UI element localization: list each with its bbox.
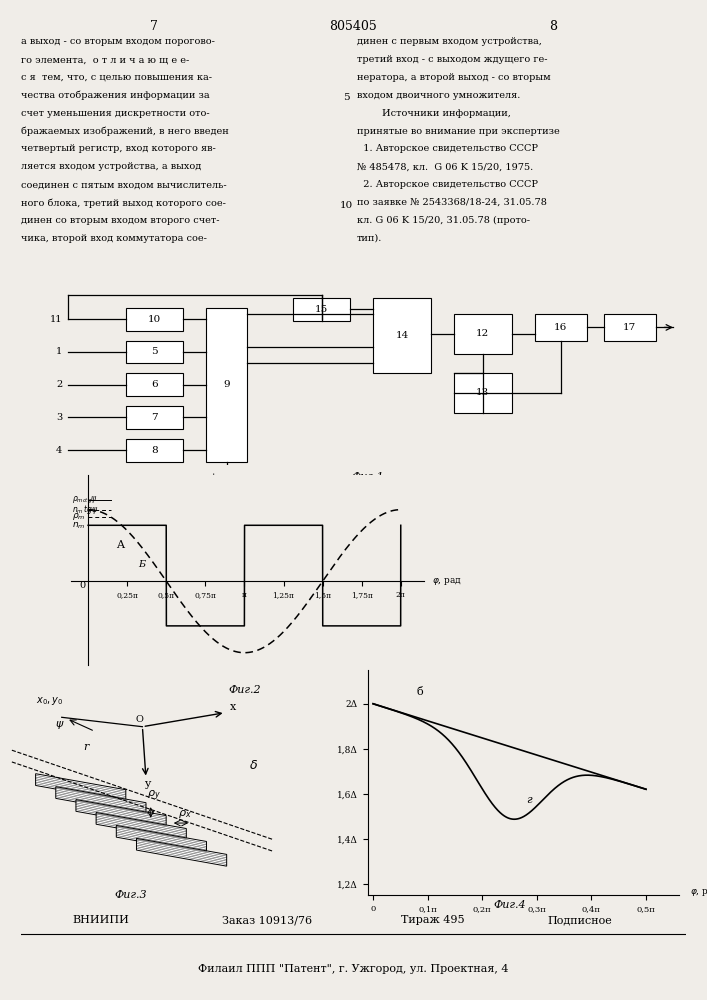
Text: 805405: 805405 [329,20,378,33]
Text: № 485478, кл.  G 06 K 15/20, 1975.: № 485478, кл. G 06 K 15/20, 1975. [357,162,533,171]
Bar [373,298,431,373]
Text: 8: 8 [549,20,557,33]
Bar [126,439,183,462]
Text: 11: 11 [49,315,62,324]
Text: ного блока, третий выход которого сое-: ного блока, третий выход которого сое- [21,198,226,208]
Bar [604,314,655,341]
Text: r: r [83,742,88,752]
Text: соединен с пятым входом вычислитель-: соединен с пятым входом вычислитель- [21,180,227,189]
Polygon shape [56,787,146,814]
Text: с я  тем, что, с целью повышения ка-: с я тем, что, с целью повышения ка- [21,73,212,82]
Text: 4: 4 [56,446,62,455]
Text: нератора, а второй выход - со вторым: нератора, а второй выход - со вторым [357,73,551,82]
Text: Заказ 10913/76: Заказ 10913/76 [222,915,312,925]
Text: б: б [416,687,423,697]
Text: принятые во внимание при экспертизе: принятые во внимание при экспертизе [357,127,559,136]
Text: го элемента,  о т л и ч а ю щ е е-: го элемента, о т л и ч а ю щ е е- [21,55,189,64]
Text: 6: 6 [151,380,158,389]
Text: $\downarrow\!\rho_{mcta\psi}$: $\downarrow\!\rho_{mcta\psi}$ [208,472,245,485]
Text: бражаемых изображений, в него введен: бражаемых изображений, в него введен [21,127,229,136]
Text: третий вход - с выходом ждущего ге-: третий вход - с выходом ждущего ге- [357,55,547,64]
Text: кл. G 06 K 15/20, 31.05.78 (прото-: кл. G 06 K 15/20, 31.05.78 (прото- [357,216,530,225]
Text: 12: 12 [477,329,489,338]
Text: y: y [144,779,150,789]
Text: $\psi$: $\psi$ [54,719,64,731]
Text: ВНИИПИ: ВНИИПИ [73,915,129,925]
Text: Филаил ППП "Патент", г. Ужгород, ул. Проектная, 4: Филаил ППП "Патент", г. Ужгород, ул. Про… [198,964,509,974]
Text: $n_m\,tg\psi$: $n_m\,tg\psi$ [72,503,99,516]
Text: счет уменьшения дискретности ото-: счет уменьшения дискретности ото- [21,109,210,118]
Bar [126,373,183,396]
Text: г: г [526,795,532,805]
Text: 10: 10 [340,201,354,210]
Text: 14: 14 [396,331,409,340]
Bar [126,341,183,363]
Text: $x_0, y_0$: $x_0, y_0$ [35,695,63,707]
Text: четвертый регистр, вход которого яв-: четвертый регистр, вход которого яв- [21,144,216,153]
Polygon shape [35,774,126,802]
Text: по заявке № 2543368/18-24, 31.05.78: по заявке № 2543368/18-24, 31.05.78 [357,198,547,207]
Polygon shape [76,800,166,827]
Text: A: A [116,540,124,550]
Text: 9: 9 [223,380,230,389]
Text: Источники информации,: Источники информации, [357,109,510,118]
Text: Фиг.1: Фиг.1 [351,472,384,482]
Text: Фиг.4: Фиг.4 [493,900,526,910]
Text: Б: Б [138,560,145,569]
Text: 7: 7 [151,413,158,422]
Text: 2. Авторское свидетельство СССР: 2. Авторское свидетельство СССР [357,180,538,189]
Text: чества отображения информации за: чества отображения информации за [21,91,210,100]
Text: тип).: тип). [357,234,382,243]
Text: 5: 5 [344,93,350,102]
Text: Подписное: Подписное [547,915,612,925]
Text: 7: 7 [150,20,158,33]
Text: чика, второй вход коммутатора сое-: чика, второй вход коммутатора сое- [21,234,207,243]
Bar [206,308,247,462]
Text: динен с первым входом устройства,: динен с первым входом устройства, [357,37,542,46]
Text: O: O [135,715,143,724]
Text: 1. Авторское свидетельство СССР: 1. Авторское свидетельство СССР [357,144,538,153]
Text: $n_m$: $n_m$ [72,520,86,531]
Text: 1: 1 [56,347,62,356]
Text: 0: 0 [79,581,86,590]
Text: Фиг.2: Фиг.2 [228,685,261,695]
Text: Фиг.3: Фиг.3 [115,890,147,900]
Text: 5: 5 [151,347,158,356]
Polygon shape [96,812,187,840]
Text: $\rho_m$: $\rho_m$ [72,511,86,522]
Bar [293,298,351,321]
Text: 17: 17 [623,323,636,332]
Text: 16: 16 [554,323,567,332]
Text: а выход - со вторым входом порогово-: а выход - со вторым входом порогово- [21,37,215,46]
Text: x: x [230,702,236,712]
Text: 15: 15 [315,305,328,314]
Text: динен со вторым входом второго счет-: динен со вторым входом второго счет- [21,216,220,225]
Text: Тираж 495: Тираж 495 [402,915,465,925]
Bar [126,308,183,331]
Polygon shape [136,838,227,866]
Bar [126,406,183,429]
Text: 10: 10 [148,315,161,324]
Text: $\rho_y$: $\rho_y$ [147,789,161,803]
Text: входом двоичного умножителя.: входом двоичного умножителя. [357,91,520,100]
Bar [534,314,587,341]
Text: 2: 2 [56,380,62,389]
Text: $\delta$: $\delta$ [249,759,258,772]
Text: 8: 8 [151,446,158,455]
Text: 3: 3 [56,413,62,422]
Text: 13: 13 [477,388,489,397]
Text: $\rho_{mctg}\psi$: $\rho_{mctg}\psi$ [72,495,98,506]
Text: $\rho_x$: $\rho_x$ [178,808,192,820]
Polygon shape [116,825,206,853]
Text: $\varphi$, рад: $\varphi$, рад [432,576,462,587]
Bar [454,373,512,413]
Text: $\varphi$, рад: $\varphi$, рад [689,887,707,898]
Bar [454,314,512,354]
Text: ляется входом устройства, а выход: ляется входом устройства, а выход [21,162,201,171]
